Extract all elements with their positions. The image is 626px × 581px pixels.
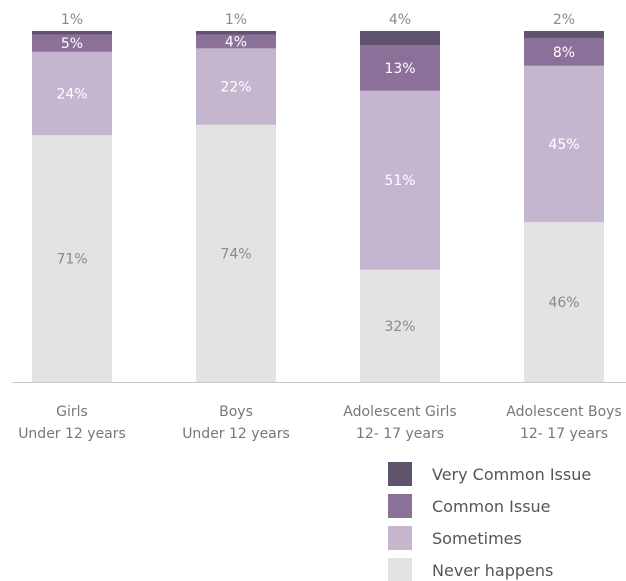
bar-girls-under-12-years-sometimes — [32, 51, 112, 136]
bar-boys-under-12-years-very-common-issue — [196, 31, 276, 35]
legend-label-common-issue: Common Issue — [432, 497, 551, 516]
bar-adolescent-boys-12-17-years-common-issue — [524, 37, 604, 66]
data-label-girls-under-12-years-very-common-issue: 1% — [61, 12, 83, 28]
data-label-boys-under-12-years-very-common-issue: 1% — [225, 12, 247, 28]
category-label-boys-under-12-years-line-1: Boys — [219, 404, 253, 420]
data-label-boys-under-12-years-common-issue: 4% — [225, 34, 247, 50]
category-label-adolescent-boys-12-17-years-line-1: Adolescent Boys — [506, 404, 621, 420]
legend-label-never-happens: Never happens — [432, 561, 553, 580]
data-label-adolescent-girls-12-17-years-very-common-issue: 4% — [389, 12, 411, 28]
category-label-adolescent-girls-12-17-years-line-2: 12- 17 years — [356, 426, 444, 442]
bar-boys-under-12-years-common-issue — [196, 34, 276, 49]
bars-group: 71% 24% 5% 1% 74% 22% 4% 1% 32% 51% 13% 4% 46% 45% 8% 2… — [32, 12, 604, 383]
bar-girls-under-12-years-very-common-issue — [32, 31, 112, 35]
legend-swatch-never-happens — [388, 558, 412, 581]
data-label-boys-under-12-years-never-happens: 74% — [220, 246, 251, 262]
legend-label-very-common-issue: Very Common Issue — [432, 465, 591, 484]
category-labels: Girls Under 12 years Boys Under 12 years Ado… — [18, 404, 622, 442]
category-label-adolescent-girls-12-17-years-line-1: Adolescent Girls — [343, 404, 456, 420]
bar-adolescent-boys-12-17-years-never-happens — [524, 222, 604, 382]
category-label-adolescent-boys-12-17-years-line-2: 12- 17 years — [520, 426, 608, 442]
bar-adolescent-boys-12-17-years-sometimes — [524, 65, 604, 223]
data-label-girls-under-12-years-common-issue: 5% — [61, 36, 83, 52]
data-label-girls-under-12-years-sometimes: 24% — [56, 87, 87, 103]
bar-adolescent-girls-12-17-years-common-issue — [360, 45, 440, 91]
data-label-adolescent-boys-12-17-years-common-issue: 8% — [553, 45, 575, 61]
bar-boys-under-12-years-sometimes — [196, 48, 276, 125]
bar-adolescent-boys-12-17-years-very-common-issue — [524, 31, 604, 38]
bar-adolescent-girls-12-17-years-very-common-issue — [360, 31, 440, 46]
data-label-boys-under-12-years-sometimes: 22% — [220, 80, 251, 96]
bar-adolescent-girls-12-17-years-never-happens — [360, 269, 440, 382]
data-label-girls-under-12-years-never-happens: 71% — [56, 252, 87, 268]
data-label-adolescent-boys-12-17-years-never-happens: 46% — [548, 295, 579, 311]
legend: Very Common Issue Common Issue Sometimes Ne… — [388, 462, 591, 581]
bar-girls-under-12-years-common-issue — [32, 34, 112, 52]
category-label-boys-under-12-years-line-2: Under 12 years — [182, 426, 290, 442]
legend-swatch-sometimes — [388, 526, 412, 550]
data-label-adolescent-boys-12-17-years-sometimes: 45% — [548, 137, 579, 153]
legend-swatch-very-common-issue — [388, 462, 412, 486]
data-label-adolescent-girls-12-17-years-common-issue: 13% — [384, 61, 415, 77]
bar-girls-under-12-years-never-happens — [32, 135, 112, 382]
legend-swatch-common-issue — [388, 494, 412, 518]
bar-adolescent-girls-12-17-years-sometimes — [360, 90, 440, 270]
data-label-adolescent-boys-12-17-years-very-common-issue: 2% — [553, 12, 575, 28]
category-label-girls-under-12-years-line-1: Girls — [56, 404, 88, 420]
legend-label-sometimes: Sometimes — [432, 529, 522, 548]
data-label-adolescent-girls-12-17-years-sometimes: 51% — [384, 173, 415, 189]
data-label-adolescent-girls-12-17-years-never-happens: 32% — [384, 319, 415, 335]
bar-boys-under-12-years-never-happens — [196, 124, 276, 383]
category-label-girls-under-12-years-line-2: Under 12 years — [18, 426, 126, 442]
